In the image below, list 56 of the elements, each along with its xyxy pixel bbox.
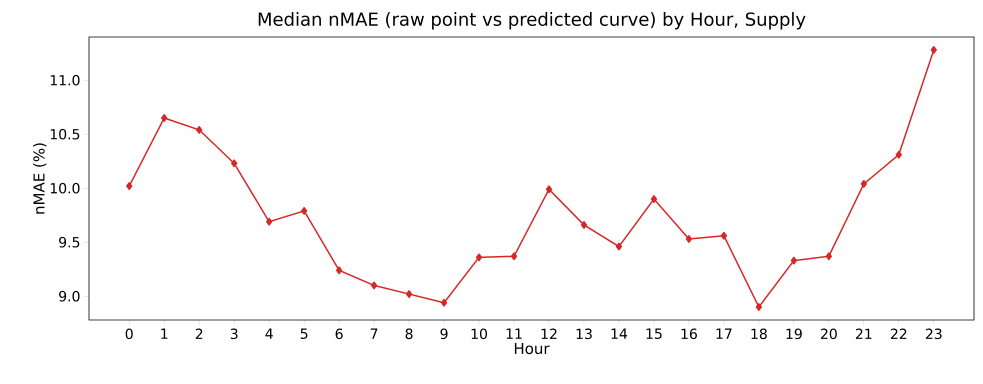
point xyxy=(826,252,832,260)
y-tick-label: 10.0 xyxy=(50,182,80,194)
point xyxy=(546,185,552,194)
x-tick-label: 8 xyxy=(406,328,413,340)
point xyxy=(300,206,308,215)
y-tick-label: 9.0 xyxy=(59,290,80,302)
x-tick-label: 12 xyxy=(542,328,556,339)
point xyxy=(196,126,202,134)
point xyxy=(686,235,692,243)
x-tick-label: 15 xyxy=(646,328,662,339)
point xyxy=(476,253,482,262)
point xyxy=(650,195,658,203)
point xyxy=(720,232,728,240)
x-tick-label: 10 xyxy=(472,328,488,340)
x-tick-label: 6 xyxy=(336,328,343,340)
x-tick-label: 21 xyxy=(856,328,872,339)
y-tick-label: 9.5 xyxy=(59,236,80,248)
point xyxy=(756,303,762,311)
point xyxy=(860,180,867,188)
x-tick-label: 17 xyxy=(716,328,732,339)
x-tick-label: 3 xyxy=(230,328,238,340)
x-tick-label: 4 xyxy=(265,328,273,339)
point xyxy=(231,159,238,168)
x-tick-label: 22 xyxy=(890,328,906,339)
x-tick-label: 1 xyxy=(161,328,168,339)
chart-title: Median nMAE (raw point vs predicted curve) by Hour, Supply xyxy=(258,12,806,30)
x-tick-label: 5 xyxy=(300,328,308,339)
x-tick-label: 7 xyxy=(370,328,378,339)
point xyxy=(440,298,448,307)
x-tick-label: 13 xyxy=(576,328,592,340)
y-tick-label: 11.0 xyxy=(50,74,80,86)
y-tick-label: 10.5 xyxy=(50,128,80,140)
point xyxy=(161,114,168,122)
x-tick-label: 20 xyxy=(820,328,837,340)
x-tick-label: 18 xyxy=(752,328,767,340)
point xyxy=(580,221,588,229)
x-tick-label: 23 xyxy=(926,328,942,340)
point xyxy=(336,266,342,274)
x-tick-label: 11 xyxy=(506,328,522,339)
point xyxy=(370,281,378,290)
point xyxy=(126,182,132,190)
point xyxy=(510,252,518,260)
point xyxy=(896,150,902,159)
x-tick-label: 9 xyxy=(440,328,448,340)
x-axis-title: Hour xyxy=(514,342,550,354)
point xyxy=(790,256,798,265)
x-tick-label: 0 xyxy=(126,328,133,340)
point xyxy=(616,242,622,250)
y-axis-title: nMAE (%) xyxy=(33,143,46,214)
point xyxy=(266,218,272,226)
x-tick-label: 19 xyxy=(786,328,802,340)
point xyxy=(406,290,412,298)
x-tick-label: 14 xyxy=(612,328,628,339)
point xyxy=(930,46,937,54)
x-tick-label: 16 xyxy=(682,328,697,340)
x-tick-label: 2 xyxy=(196,328,202,339)
